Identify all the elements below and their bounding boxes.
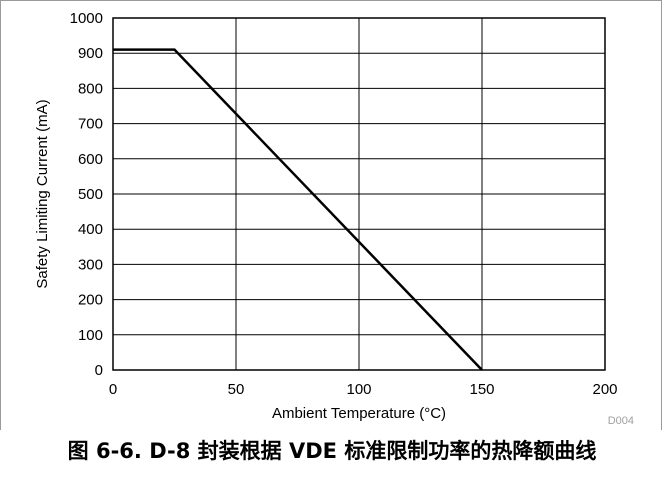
x-axis-title: Ambient Temperature (°C): [272, 405, 446, 422]
y-axis-title: Safety Limiting Current (mA): [34, 99, 51, 288]
x-tick-label: 100: [346, 381, 371, 398]
y-tick-label: 500: [78, 186, 103, 203]
y-tick-label: 200: [78, 292, 103, 309]
series-layer: [113, 48, 483, 371]
y-tick-label: 400: [78, 221, 103, 238]
derating-chart: 0 50 100 150 200 0 100 200 300 400 500 600 700 800 90…: [34, 10, 634, 427]
y-tick-label: 1000: [70, 10, 103, 27]
x-tick-label: 0: [109, 381, 117, 398]
y-tick-label: 100: [78, 327, 103, 344]
figure-id: D004: [608, 415, 634, 427]
y-tick-label: 900: [78, 45, 103, 62]
derating-curve: [113, 48, 483, 371]
x-tick-label: 200: [592, 381, 617, 398]
y-tick-label: 700: [78, 116, 103, 133]
x-tick-labels: 0 50 100 150 200: [109, 381, 618, 398]
figure-frame: [0, 0, 662, 430]
y-tick-label: 300: [78, 256, 103, 273]
y-tick-label: 0: [95, 362, 103, 379]
y-tick-label: 600: [78, 151, 103, 168]
plot-area-border: [112, 17, 606, 371]
y-tick-label: 800: [78, 80, 103, 97]
x-tick-label: 50: [228, 381, 245, 398]
grid-lines: [113, 18, 605, 370]
y-tick-labels: 0 100 200 300 400 500 600 700 800 900 1000: [70, 10, 103, 379]
x-tick-label: 150: [469, 381, 494, 398]
figure-caption: 图 6-6. D-8 封装根据 VDE 标准限制功率的热降额曲线: [67, 439, 597, 463]
